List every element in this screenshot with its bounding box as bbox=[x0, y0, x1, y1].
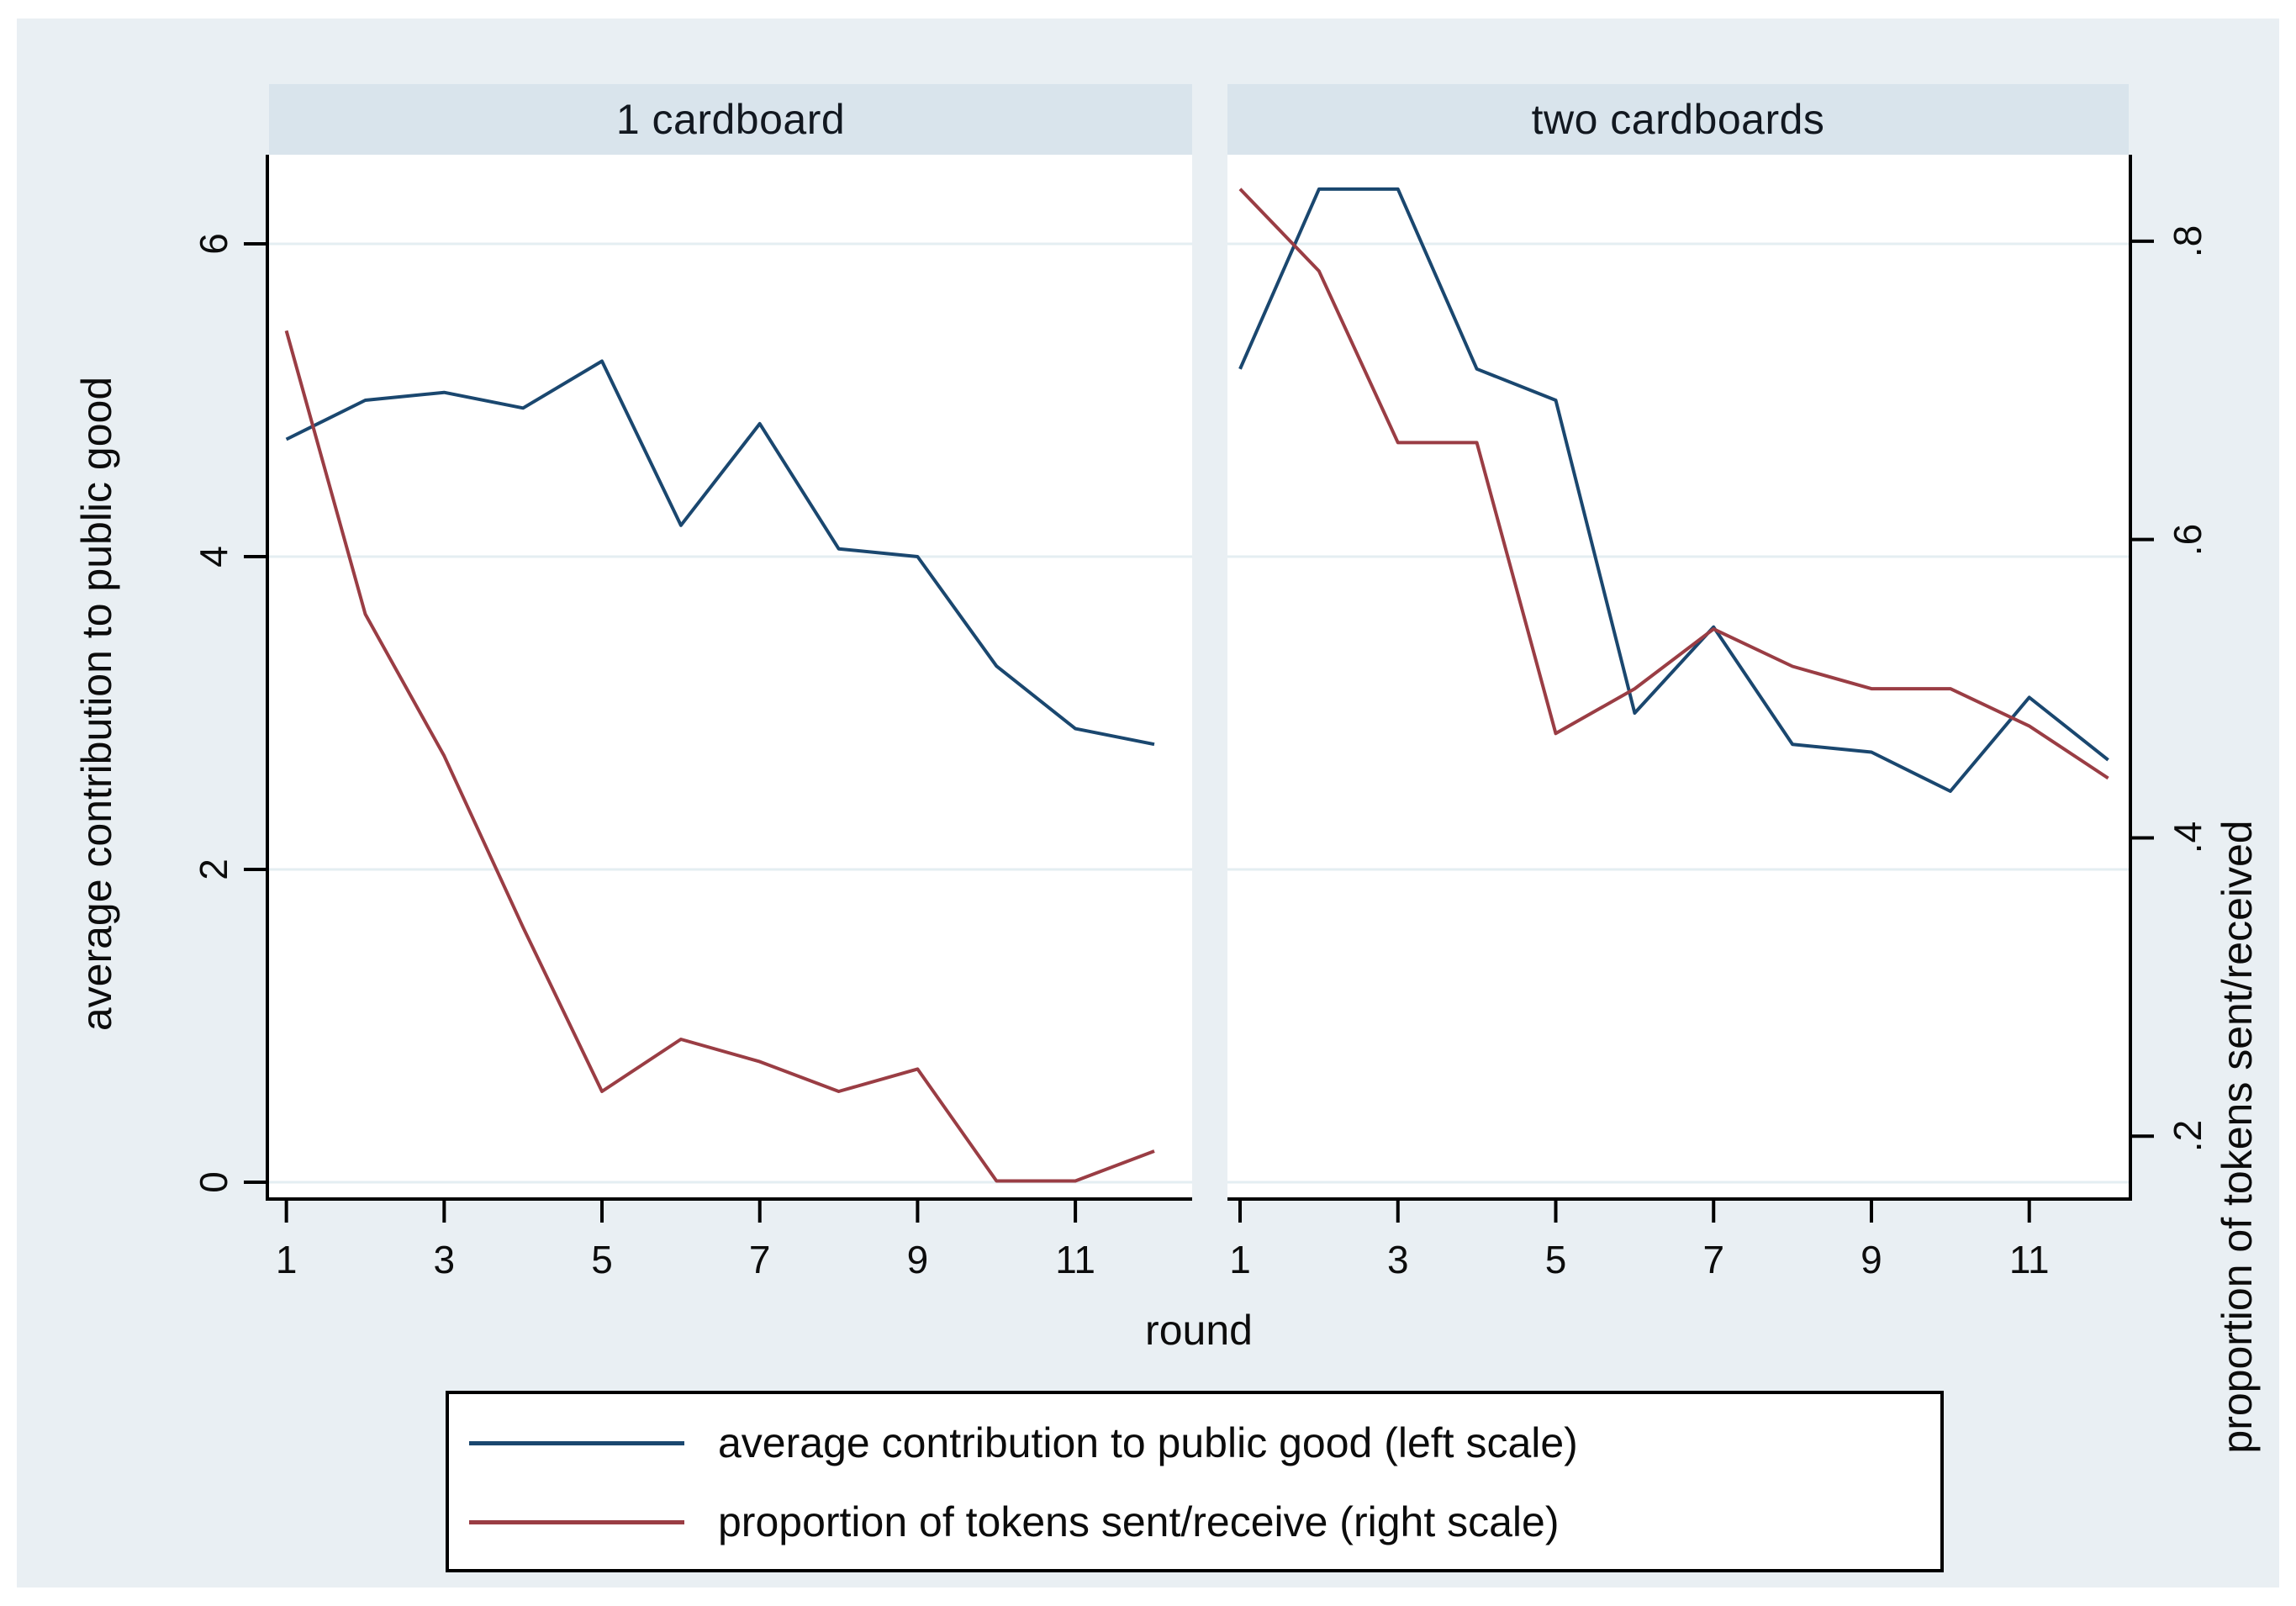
right-y-axis-tick-label: .6 bbox=[2166, 523, 2209, 556]
legend-label-contribution: average contribution to public good (lef… bbox=[718, 1419, 1578, 1466]
right-y-axis-tick-label: .8 bbox=[2166, 225, 2209, 258]
plot-area-left bbox=[266, 155, 1192, 1201]
x-axis-tick-label: 11 bbox=[2008, 1238, 2050, 1281]
x-axis-tick-label: 7 bbox=[748, 1238, 771, 1281]
left-y-axis-tick-label: 2 bbox=[192, 858, 235, 880]
plot-area-right bbox=[1227, 155, 2132, 1201]
red-line-swatch bbox=[469, 1519, 684, 1524]
right-y-axis-title: proportion of tokens sent/received bbox=[2214, 820, 2261, 1454]
figure-background: 1 cardboard two cardboards average contr… bbox=[17, 18, 2279, 1588]
x-axis-tick-label: 7 bbox=[1702, 1238, 1725, 1281]
legend-label-proportion: proportion of tokens sent/receive (right… bbox=[718, 1498, 1560, 1545]
left-y-axis-tick-label: 4 bbox=[192, 546, 235, 568]
panel-title-1-cardboard: 1 cardboard bbox=[269, 84, 1192, 155]
left-y-axis-tick-label: 6 bbox=[192, 233, 235, 255]
x-axis-tick-label: 1 bbox=[1229, 1238, 1251, 1281]
x-axis-tick-label: 3 bbox=[433, 1238, 456, 1281]
legend-item-proportion: proportion of tokens sent/receive (right… bbox=[449, 1482, 1940, 1562]
x-axis-title: round bbox=[1145, 1307, 1253, 1354]
legend: average contribution to public good (lef… bbox=[446, 1391, 1944, 1572]
blue-line-swatch bbox=[469, 1440, 684, 1445]
left-y-axis-tick-label: 0 bbox=[192, 1171, 235, 1193]
x-axis-tick-label: 5 bbox=[1544, 1238, 1567, 1281]
x-axis-tick-label: 9 bbox=[1861, 1238, 1882, 1281]
right-y-axis-tick-label: .4 bbox=[2166, 821, 2209, 854]
legend-item-contribution: average contribution to public good (lef… bbox=[449, 1403, 1940, 1483]
right-y-axis-tick-label: .2 bbox=[2166, 1120, 2209, 1153]
panel-title-two-cardboards: two cardboards bbox=[1227, 84, 2129, 155]
x-axis-tick-label: 9 bbox=[906, 1238, 929, 1281]
x-axis-tick-label: 5 bbox=[591, 1238, 613, 1281]
x-axis-tick-label: 11 bbox=[1055, 1238, 1095, 1281]
x-axis-tick-label: 3 bbox=[1386, 1238, 1409, 1281]
x-axis-tick-label: 1 bbox=[275, 1238, 298, 1281]
left-y-axis-title: average contribution to public good bbox=[73, 376, 120, 1032]
